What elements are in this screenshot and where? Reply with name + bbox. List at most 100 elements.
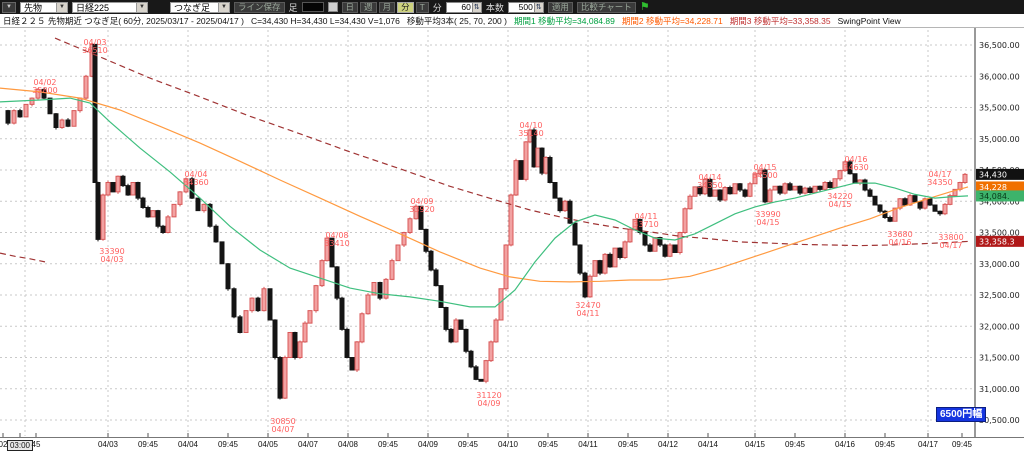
bar-count-label: 本数 bbox=[485, 2, 504, 13]
x-axis-label: 09:45 bbox=[537, 440, 559, 449]
x-axis-label: 04/07 bbox=[297, 440, 319, 449]
swing-annotation: 04/02 bbox=[33, 78, 56, 87]
market-select[interactable]: 先物 ▼ bbox=[20, 1, 68, 13]
x-axis-label: 04/03 bbox=[97, 440, 119, 449]
x-axis-label: 04/16 bbox=[834, 440, 856, 449]
swing-annotation: 04/03 bbox=[83, 38, 106, 47]
x-axis-label: 04/05 bbox=[257, 440, 279, 449]
swing-annotation: 34360 bbox=[183, 178, 208, 187]
ma-line-MA70 bbox=[0, 87, 969, 283]
flag-icon: ⚑ bbox=[639, 0, 650, 13]
period-button-T[interactable]: T bbox=[415, 1, 429, 13]
x-axis-label: 09:45 bbox=[951, 440, 973, 449]
y-axis-label: 36,500.00 bbox=[979, 41, 1020, 50]
bar-count-input[interactable] bbox=[507, 1, 535, 13]
x-axis-label: 09:45 bbox=[617, 440, 639, 449]
swing-annotation: 04/17 bbox=[928, 170, 951, 179]
charttype-select[interactable]: つなぎ足 ▼ bbox=[170, 1, 230, 13]
spinner-icon[interactable]: ⇅ bbox=[534, 1, 544, 13]
chart-area: 04/02 35800 04/03 36510 33390 04/03 04/04 34360… bbox=[0, 28, 1024, 438]
swing-annotation: 32470 bbox=[575, 301, 600, 310]
spinner-icon[interactable]: ⇅ bbox=[472, 1, 482, 13]
compare-chart-button[interactable]: 比較チャート bbox=[576, 1, 636, 13]
price-axis: 36,500.0036,000.0035,500.0035,000.0034,5… bbox=[0, 28, 1024, 438]
menu-dropdown-button[interactable]: ▼ bbox=[2, 1, 16, 13]
y-axis-label: 35,000.00 bbox=[979, 135, 1020, 144]
swing-annotation: 34630 bbox=[843, 163, 868, 172]
candlestick-chart[interactable]: 04/023580004/03365103339004/0304/0434360… bbox=[0, 28, 1024, 438]
swing-annotation: 04/09 bbox=[477, 399, 500, 408]
x-axis-label: 09:45 bbox=[874, 440, 896, 449]
swing-annotation: 04/11 bbox=[576, 309, 599, 318]
y-axis-label: 35,500.00 bbox=[979, 104, 1020, 113]
apply-button[interactable]: 適用 bbox=[547, 1, 573, 13]
swing-annotation: 30850 bbox=[270, 417, 295, 426]
swing-annotation: 33800 bbox=[938, 233, 963, 242]
price-tag-value: 34,084. bbox=[979, 192, 1010, 201]
swing-annotation: 35140 bbox=[518, 129, 543, 138]
ma2-readout: 期間2 移動平均=34,228.71 bbox=[621, 15, 723, 26]
x-axis-label: 09:45 bbox=[457, 440, 479, 449]
swing-annotation: 33990 bbox=[755, 210, 780, 219]
y-axis-label: 33,500.00 bbox=[979, 229, 1020, 238]
y-axis-label: 33,000.00 bbox=[979, 260, 1020, 269]
x-axis-label: 04/11 bbox=[578, 440, 598, 449]
symbol-select[interactable]: 日経225 ▼ bbox=[72, 1, 148, 13]
dashed-line-segment bbox=[0, 252, 46, 263]
ohlc-readout: C=34,430 H=34,430 L=34,430 V=1,076 bbox=[250, 15, 400, 26]
price-tag-value: 34,430 bbox=[979, 170, 1007, 179]
swing-annotation: 35800 bbox=[32, 86, 57, 95]
price-tag bbox=[976, 168, 1024, 180]
annotations-layer: 04/023580004/03365103339004/0304/0434360… bbox=[32, 38, 963, 434]
x-axis-label: 04/10 bbox=[497, 440, 519, 449]
y-axis-label: 32,000.00 bbox=[979, 322, 1020, 331]
price-tag bbox=[976, 181, 1024, 193]
chevron-down-icon[interactable]: ▼ bbox=[136, 2, 147, 12]
ashi-picker-button[interactable] bbox=[327, 2, 338, 12]
swing-annotation: 04/08 bbox=[325, 231, 348, 240]
x-axis-label: 03:00 bbox=[6, 440, 34, 451]
line-save-button[interactable]: ライン保存 bbox=[234, 1, 285, 13]
swing-annotation: 34500 bbox=[752, 171, 777, 180]
swing-annotation: 04/17 bbox=[939, 241, 962, 250]
swing-annotation: 04/11 bbox=[634, 212, 657, 221]
x-axis-label: 04/09 bbox=[417, 440, 439, 449]
y-axis-label: 32,500.00 bbox=[979, 291, 1020, 300]
ashi-input[interactable] bbox=[301, 2, 324, 12]
price-tag-value: 34,228 bbox=[979, 183, 1007, 192]
swing-annotation: 36510 bbox=[82, 46, 107, 55]
swing-annotation: 04/07 bbox=[271, 425, 294, 434]
swing-annotation: 04/09 bbox=[410, 197, 433, 206]
swing-annotation: 04/16 bbox=[844, 155, 867, 164]
swing-annotation: 04/15 bbox=[753, 163, 776, 172]
x-axis: 02 03:00 45 04/03 09:45 04/04 09:45 04/05 04/07 0… bbox=[0, 438, 1024, 454]
period-button-分[interactable]: 分 bbox=[397, 1, 414, 13]
swing-annotation: 34350 bbox=[927, 178, 952, 187]
swing-annotation: 34350 bbox=[697, 181, 722, 190]
chart-info-bar: 日経２２５ 先物期近 つなぎ足( 60分, 2025/03/17 - 2025/… bbox=[0, 14, 1024, 28]
x-axis-label: 45 bbox=[31, 440, 41, 449]
period-button-週[interactable]: 週 bbox=[360, 1, 377, 13]
period-button-月[interactable]: 月 bbox=[378, 1, 396, 13]
chevron-down-icon[interactable]: ▼ bbox=[218, 2, 229, 12]
symbol-select-value: 日経225 bbox=[76, 2, 110, 13]
price-tag-value: 33,358.3 bbox=[979, 237, 1015, 246]
x-axis-label: 04/04 bbox=[177, 440, 199, 449]
period-button-日[interactable]: 日 bbox=[341, 1, 359, 13]
swing-annotation: 34220 bbox=[827, 192, 852, 201]
x-axis-label: 09:45 bbox=[137, 440, 159, 449]
minutes-input[interactable] bbox=[445, 1, 473, 13]
y-axis-label: 31,000.00 bbox=[979, 385, 1020, 394]
moving-average-lines bbox=[0, 37, 969, 308]
x-axis-label: 04/15 bbox=[744, 440, 766, 449]
ma-line-MA25 bbox=[0, 97, 969, 308]
swing-annotation: 04/15 bbox=[756, 218, 779, 227]
x-axis-label: 04/12 bbox=[657, 440, 679, 449]
range-badge: 6500円幅 bbox=[936, 407, 987, 422]
ma-line-MA200 bbox=[54, 37, 969, 247]
chevron-down-icon[interactable]: ▼ bbox=[56, 2, 67, 12]
chart-title: 日経２２５ 先物期近 つなぎ足( 60分, 2025/03/17 - 2025/… bbox=[3, 15, 244, 26]
swing-annotation: 31120 bbox=[476, 391, 501, 400]
